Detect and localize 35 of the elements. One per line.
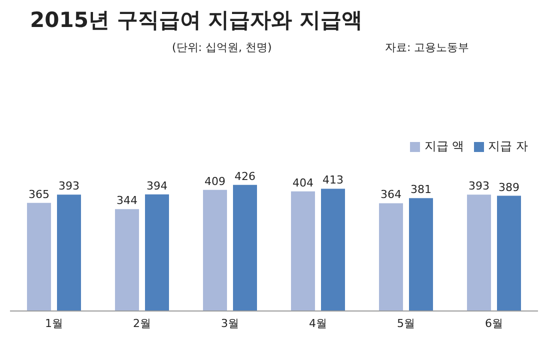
data-label: 393 bbox=[468, 180, 490, 193]
data-label: 381 bbox=[410, 183, 432, 196]
legend-label: 지급 액 bbox=[424, 139, 464, 153]
bar bbox=[321, 188, 345, 311]
legend-label: 지급 자 bbox=[488, 139, 528, 153]
bar bbox=[27, 202, 51, 311]
bar bbox=[409, 198, 433, 311]
bar bbox=[233, 184, 257, 311]
data-label: 413 bbox=[322, 174, 344, 187]
bar bbox=[145, 194, 169, 311]
data-label: 393 bbox=[58, 180, 80, 193]
x-tick-label: 1월 bbox=[45, 316, 63, 330]
x-tick-label: 6월 bbox=[485, 316, 503, 330]
bar bbox=[379, 203, 403, 311]
text: 자료: 고용노동부 bbox=[385, 40, 470, 55]
data-label: 365 bbox=[28, 188, 50, 201]
bar bbox=[291, 191, 315, 311]
chart-subtitle: (단위: 십억원, 천명) bbox=[172, 40, 272, 55]
data-label: 389 bbox=[498, 180, 520, 194]
bar bbox=[115, 209, 139, 311]
bar bbox=[467, 194, 491, 311]
data-label: 404 bbox=[292, 176, 314, 190]
data-label: 364 bbox=[380, 188, 402, 202]
bar bbox=[497, 196, 521, 311]
data-label: 426 bbox=[234, 170, 256, 183]
x-tick-label: 5월 bbox=[397, 316, 415, 330]
data-label: 344 bbox=[116, 194, 138, 208]
bar bbox=[57, 194, 81, 311]
bar bbox=[203, 190, 227, 311]
data-label: 409 bbox=[204, 174, 226, 188]
x-tick-label: 2월 bbox=[133, 316, 151, 330]
x-tick-label: 3월 bbox=[221, 316, 239, 330]
x-tick-label: 4월 bbox=[309, 316, 327, 330]
data-label: 394 bbox=[146, 179, 168, 192]
chart-title: 2015년 구직급여 지급자와 지급액 bbox=[30, 7, 362, 34]
